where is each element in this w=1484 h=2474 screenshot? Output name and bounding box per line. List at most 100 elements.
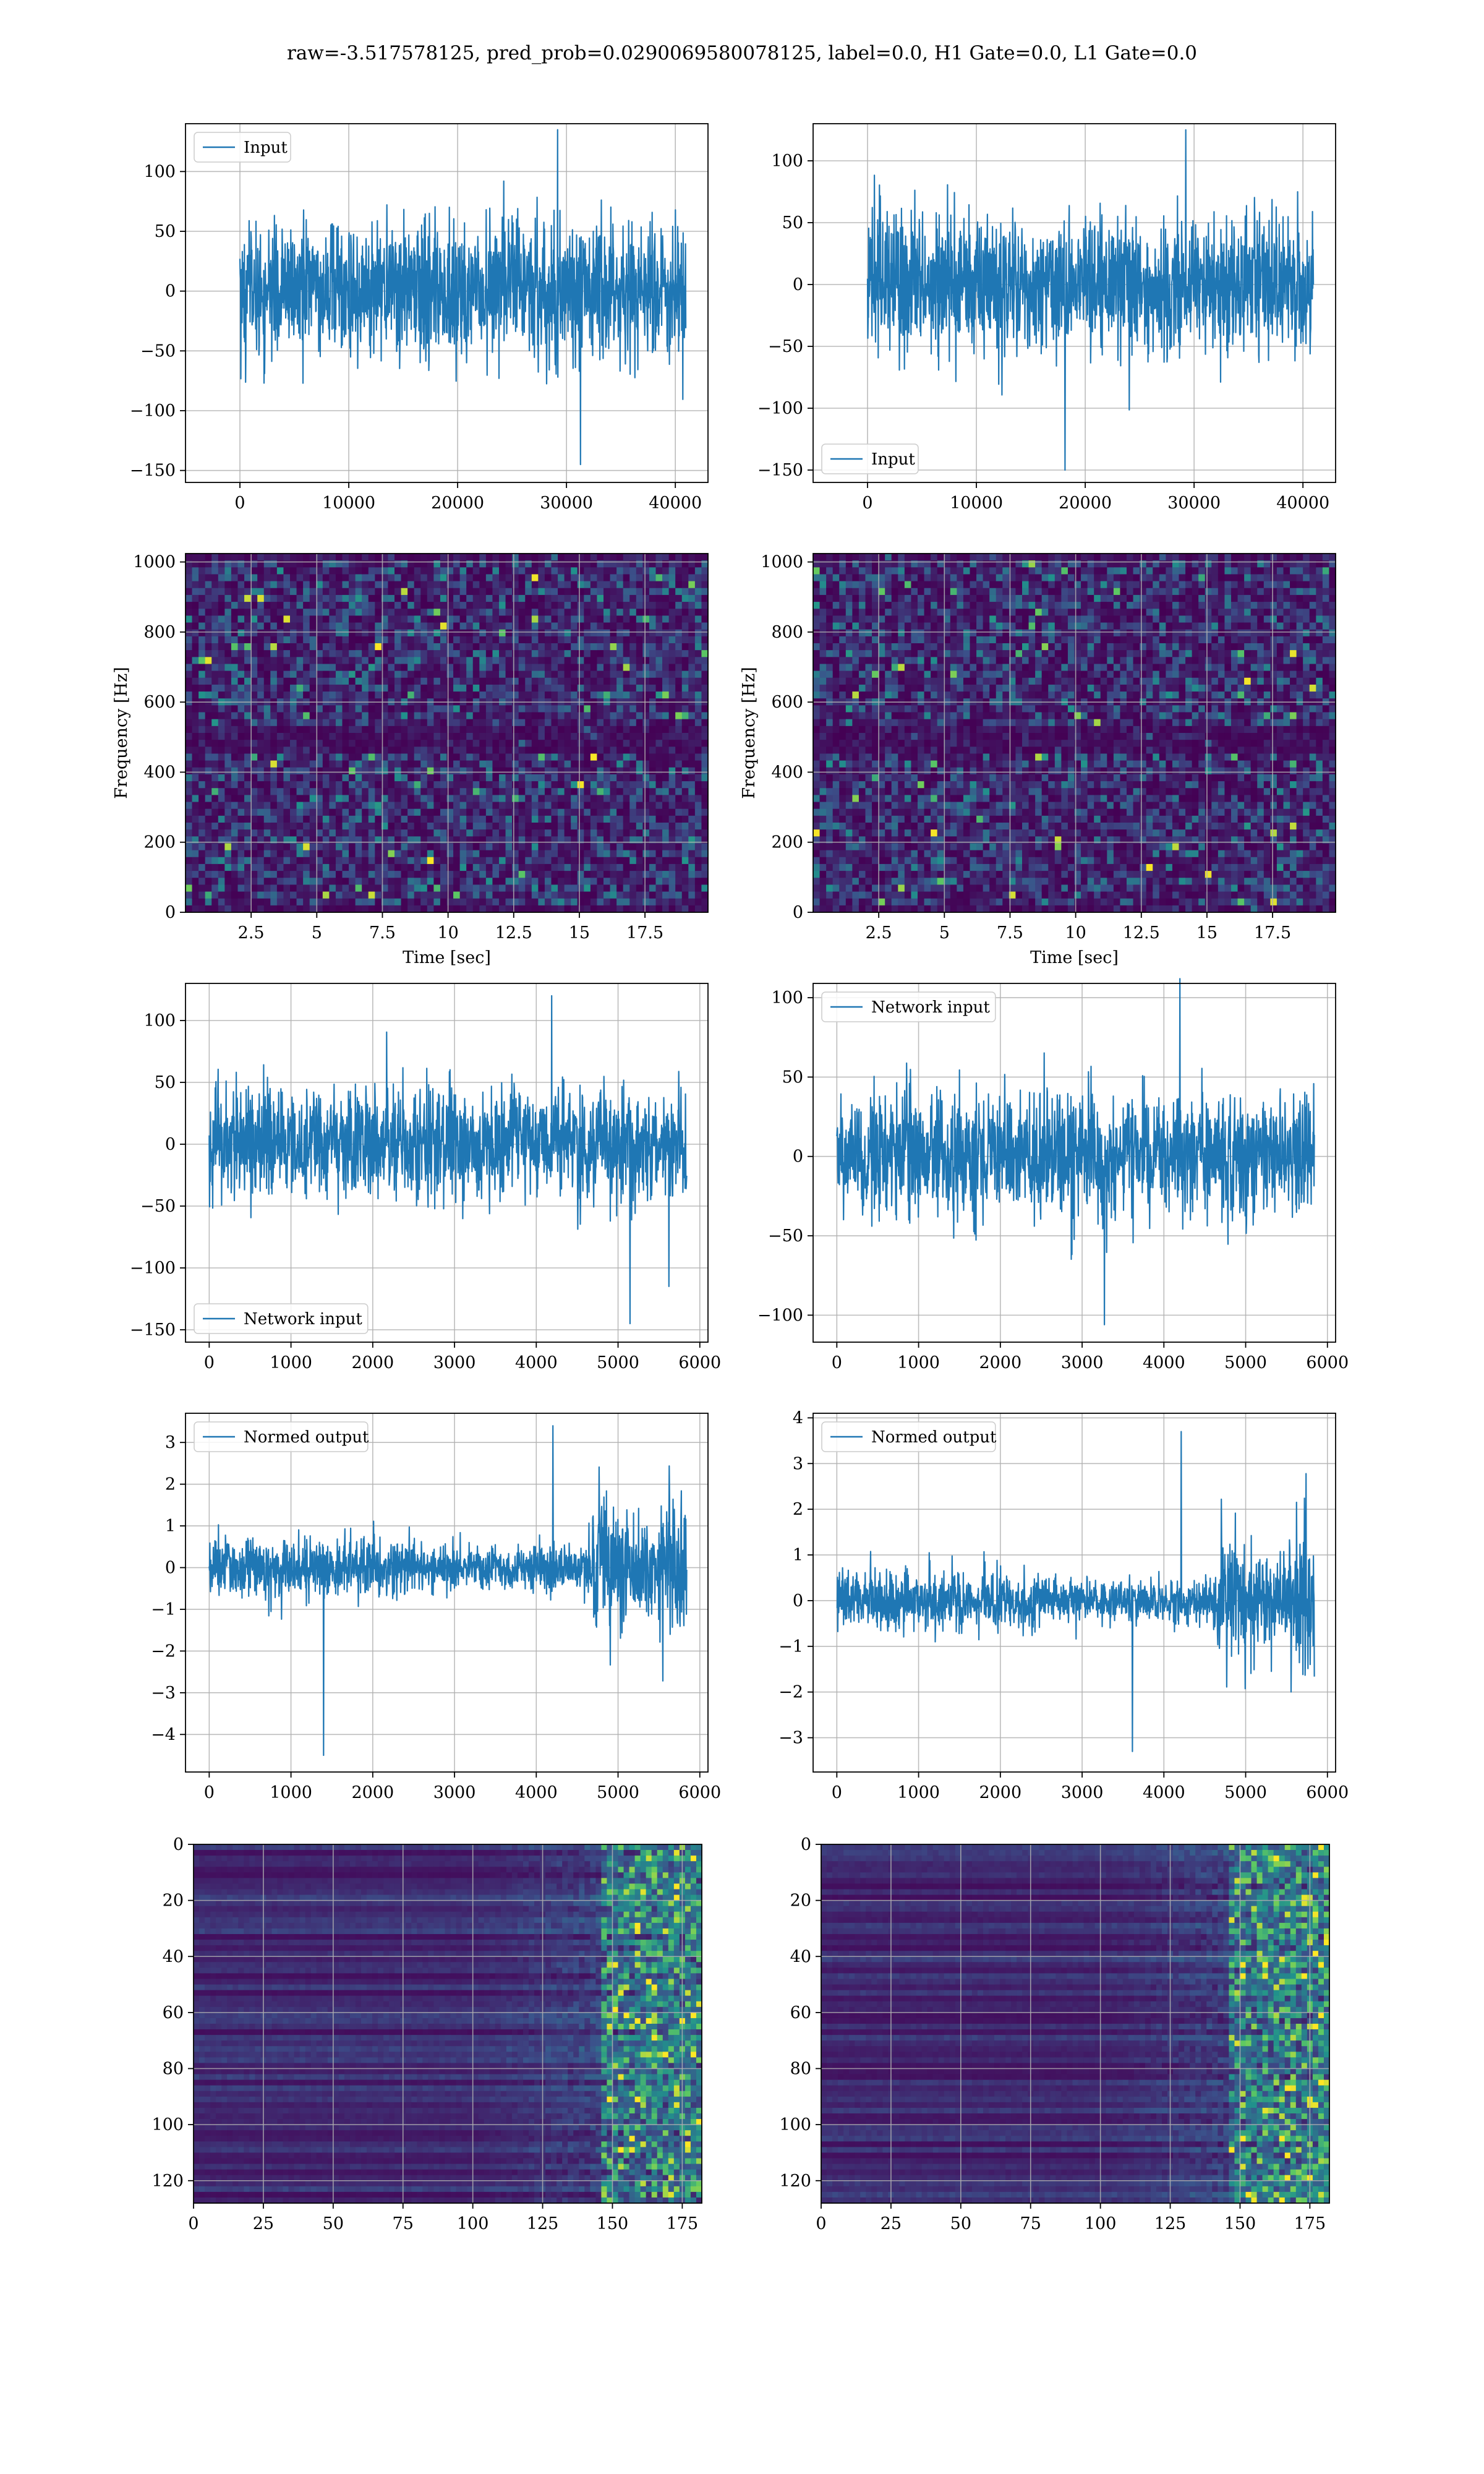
heatmap-cell bbox=[518, 657, 526, 665]
heatmap-cell bbox=[342, 898, 349, 906]
heatmap-cell bbox=[296, 684, 304, 692]
heatmap-cell bbox=[858, 684, 866, 692]
heatmap-cell bbox=[414, 677, 421, 685]
heatmap-cell bbox=[342, 795, 349, 803]
heatmap-cell bbox=[237, 733, 245, 740]
heatmap-cell bbox=[577, 677, 584, 685]
heatmap-cell bbox=[845, 670, 853, 678]
heatmap-cell bbox=[276, 753, 284, 761]
heatmap-cell bbox=[885, 567, 892, 575]
heatmap-cell bbox=[590, 850, 598, 858]
heatmap-cell bbox=[544, 808, 552, 816]
heatmap-cell bbox=[446, 802, 454, 810]
heatmap-cell bbox=[538, 871, 545, 878]
heatmap-cell bbox=[303, 554, 310, 561]
heatmap-cell bbox=[878, 629, 885, 637]
heatmap-cell bbox=[303, 891, 310, 899]
heatmap-cell bbox=[231, 726, 239, 734]
heatmap-cell bbox=[250, 795, 258, 803]
heatmap-cell bbox=[375, 788, 382, 795]
heatmap-cell bbox=[466, 760, 474, 768]
heatmap-cell bbox=[668, 802, 676, 810]
heatmap-cell bbox=[453, 726, 461, 734]
heatmap-cell bbox=[316, 629, 323, 637]
heatmap-cell bbox=[349, 643, 356, 651]
heatmap-cell bbox=[610, 863, 617, 871]
heatmap-cell bbox=[839, 898, 846, 906]
heatmap-cell bbox=[885, 740, 892, 747]
heatmap-cell bbox=[623, 670, 630, 678]
heatmap-cell bbox=[499, 567, 506, 575]
heatmap-cell bbox=[813, 760, 821, 768]
heatmap-cell bbox=[485, 560, 493, 568]
heatmap-cell bbox=[813, 884, 821, 892]
x-tick-label: 10000 bbox=[950, 494, 1003, 513]
heatmap-cell bbox=[335, 574, 343, 582]
heatmap-cell bbox=[891, 808, 898, 816]
heatmap-cell bbox=[819, 629, 827, 637]
heatmap-cell bbox=[577, 878, 584, 885]
heatmap-cell bbox=[329, 808, 336, 816]
heatmap-cell bbox=[701, 629, 709, 637]
heatmap-cell bbox=[505, 670, 513, 678]
heatmap-cell bbox=[544, 891, 552, 899]
heatmap-cell bbox=[701, 719, 709, 727]
heatmap-cell bbox=[597, 808, 604, 816]
heatmap-cell bbox=[381, 836, 389, 844]
heatmap-cell bbox=[694, 747, 702, 755]
heatmap-cell bbox=[349, 726, 356, 734]
heatmap-cell bbox=[427, 609, 434, 616]
heatmap-cell bbox=[577, 898, 584, 906]
heatmap-cell bbox=[368, 574, 375, 582]
heatmap-cell bbox=[852, 691, 859, 699]
heatmap-cell bbox=[401, 705, 408, 713]
heatmap-cell bbox=[205, 884, 212, 892]
heatmap-cell bbox=[694, 650, 702, 657]
heatmap-cell bbox=[394, 560, 402, 568]
heatmap-cell bbox=[276, 857, 284, 865]
heatmap-cell bbox=[839, 905, 846, 913]
heatmap-cell bbox=[433, 808, 441, 816]
heatmap-cell bbox=[401, 636, 408, 644]
heatmap-cell bbox=[440, 629, 448, 637]
heatmap-cell bbox=[263, 815, 271, 823]
heatmap-cell bbox=[610, 574, 617, 582]
heatmap-cell bbox=[446, 560, 454, 568]
heatmap-cell bbox=[603, 677, 611, 685]
heatmap-cell bbox=[231, 574, 239, 582]
heatmap-cell bbox=[414, 760, 421, 768]
heatmap-cell bbox=[531, 560, 539, 568]
heatmap-cell bbox=[694, 581, 702, 589]
heatmap-cell bbox=[479, 594, 487, 602]
heatmap-cell bbox=[407, 863, 415, 871]
heatmap-cell bbox=[401, 609, 408, 616]
heatmap-cell bbox=[479, 850, 487, 858]
heatmap-cell bbox=[231, 781, 239, 789]
heatmap-cell bbox=[349, 843, 356, 851]
heatmap-cell bbox=[852, 726, 859, 734]
heatmap-cell bbox=[407, 747, 415, 755]
x-tick-label: 20000 bbox=[1059, 494, 1112, 513]
heatmap-cell bbox=[192, 705, 199, 713]
heatmap-cell bbox=[401, 615, 408, 623]
heatmap-cell bbox=[375, 657, 382, 665]
heatmap-cell bbox=[355, 560, 362, 568]
heatmap-cell bbox=[211, 747, 219, 755]
heatmap-cell bbox=[296, 677, 304, 685]
heatmap-cell bbox=[668, 574, 676, 582]
heatmap-cell bbox=[577, 588, 584, 596]
heatmap-cell bbox=[433, 829, 441, 837]
heatmap-cell bbox=[198, 878, 206, 885]
heatmap-cell bbox=[368, 795, 375, 803]
heatmap-cell bbox=[368, 891, 375, 899]
heatmap-cell bbox=[381, 588, 389, 596]
heatmap-cell bbox=[865, 629, 872, 637]
heatmap-cell bbox=[394, 684, 402, 692]
heatmap-cell bbox=[290, 781, 297, 789]
heatmap-cell bbox=[205, 684, 212, 692]
heatmap-cell bbox=[492, 740, 500, 747]
heatmap-cell bbox=[433, 726, 441, 734]
heatmap-cell bbox=[375, 677, 382, 685]
heatmap-cell bbox=[629, 588, 637, 596]
heatmap-cell bbox=[675, 740, 683, 747]
